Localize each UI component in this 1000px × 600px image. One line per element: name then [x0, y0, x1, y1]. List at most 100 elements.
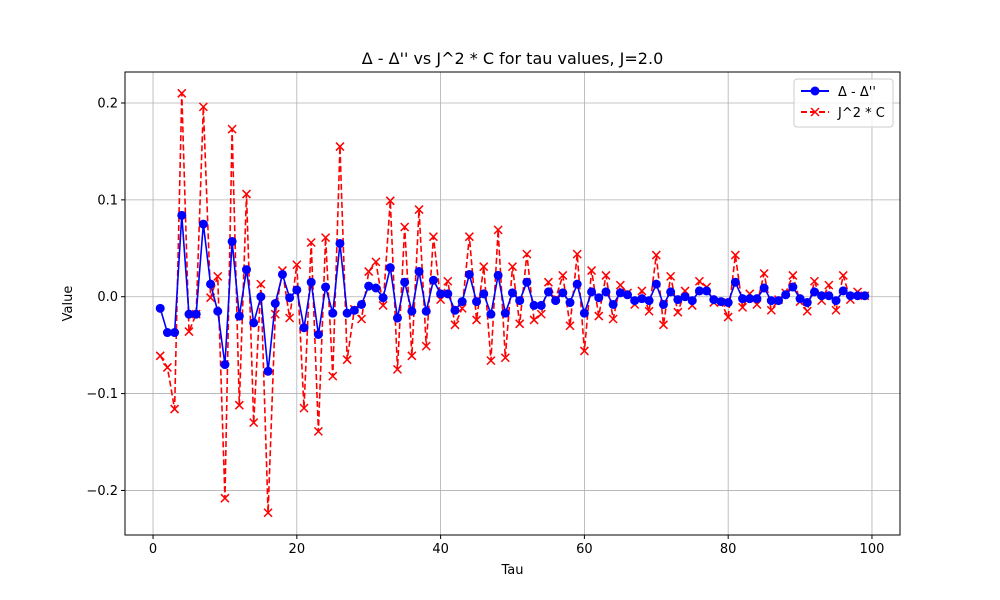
data-point: [644, 306, 654, 316]
data-point: [371, 257, 381, 267]
data-point: [356, 314, 367, 324]
data-point: [349, 305, 359, 315]
x-tick-label: 20: [289, 542, 306, 557]
data-point: [637, 286, 647, 296]
data-point: [249, 318, 259, 328]
data-point: [292, 285, 302, 295]
data-point: [809, 276, 819, 286]
data-point: [263, 508, 273, 518]
data-point: [831, 296, 841, 306]
data-point: [256, 292, 266, 302]
data-point: [817, 291, 827, 301]
data-point: [802, 298, 812, 308]
data-point: [227, 237, 237, 247]
data-point: [450, 320, 460, 330]
series-2: [155, 88, 870, 518]
data-point: [565, 298, 575, 308]
x-tick-label: 0: [149, 542, 157, 557]
data-point: [601, 287, 611, 297]
data-point: [364, 281, 374, 291]
data-point: [788, 282, 798, 292]
data-point: [522, 249, 532, 259]
data-point: [508, 288, 517, 298]
data-point: [673, 295, 683, 305]
data-point: [249, 418, 259, 428]
x-tick-label: 100: [860, 542, 885, 557]
data-point: [601, 270, 611, 280]
data-point: [795, 294, 805, 304]
data-point: [198, 102, 208, 112]
data-point: [328, 308, 338, 318]
data-point: [694, 276, 704, 286]
data-point: [155, 303, 165, 313]
data-point: [551, 296, 561, 306]
data-point: [788, 270, 798, 280]
data-point: [687, 296, 697, 306]
data-point: [464, 269, 474, 279]
data-point: [321, 233, 331, 243]
data-point: [709, 295, 719, 305]
data-point: [623, 290, 633, 300]
data-point: [328, 371, 338, 381]
data-point: [392, 313, 402, 323]
data-point: [428, 232, 438, 242]
data-point: [630, 296, 640, 306]
data-point: [536, 309, 546, 319]
data-point: [587, 266, 597, 276]
data-point: [845, 291, 855, 301]
data-point: [170, 328, 180, 338]
data-point: [479, 262, 489, 272]
data-point: [270, 299, 280, 308]
data-point: [522, 277, 532, 287]
data-point: [371, 283, 381, 293]
data-point: [191, 309, 201, 319]
data-point: [579, 308, 589, 318]
data-point: [565, 321, 575, 331]
data-point: [658, 320, 669, 330]
data-point: [752, 294, 762, 304]
data-point: [256, 279, 266, 289]
data-point: [860, 291, 870, 301]
data-point: [392, 364, 403, 374]
data-point: [227, 124, 237, 134]
data-point: [414, 267, 424, 277]
data-point: [809, 287, 819, 297]
chart-title: Δ - Δ'' vs J^2 * C for tau values, J=2.0: [362, 49, 664, 68]
data-point: [285, 293, 295, 303]
data-point: [306, 237, 316, 248]
legend-marker-series-2: [810, 107, 820, 117]
data-point: [277, 269, 287, 279]
data-point: [608, 299, 618, 309]
data-point: [723, 312, 733, 322]
data-point: [558, 270, 568, 280]
data-point: [162, 362, 172, 372]
data-point: [400, 222, 410, 232]
data-point: [292, 260, 302, 270]
data-point: [730, 277, 740, 287]
data-point: [270, 309, 280, 319]
series-layer: [155, 88, 870, 518]
data-point: [515, 319, 525, 329]
data-point: [407, 306, 417, 316]
data-point: [357, 299, 367, 309]
data-point: [450, 305, 460, 315]
data-point: [385, 263, 395, 273]
series-1: [155, 210, 870, 376]
data-point: [486, 309, 496, 319]
data-point: [421, 306, 431, 316]
data-point: [285, 313, 295, 323]
data-point: [436, 289, 446, 299]
data-point: [378, 293, 388, 303]
y-tick-label: −0.1: [86, 387, 118, 402]
data-point: [299, 323, 309, 333]
data-point: [615, 280, 625, 290]
data-point: [206, 279, 216, 289]
data-point: [745, 294, 755, 304]
data-point: [666, 271, 676, 281]
legend-marker-series-1: [810, 86, 820, 96]
data-point: [234, 400, 244, 410]
data-point: [472, 297, 482, 307]
data-point: [838, 270, 848, 280]
data-point: [177, 88, 187, 98]
